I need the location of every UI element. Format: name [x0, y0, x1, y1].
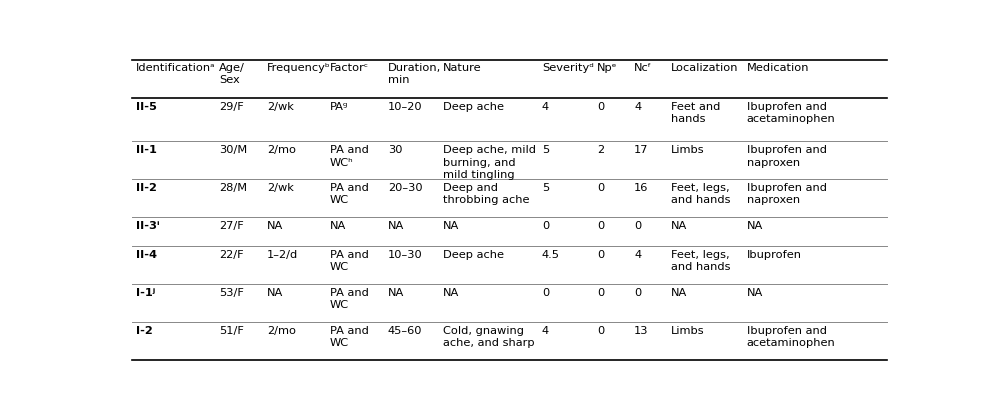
Text: NA: NA	[388, 288, 404, 298]
Text: 45–60: 45–60	[388, 326, 422, 336]
Text: II-2: II-2	[136, 183, 157, 193]
Text: NA: NA	[746, 221, 763, 231]
Text: II-4: II-4	[136, 250, 157, 260]
Text: Limbs: Limbs	[671, 145, 705, 155]
Text: 0: 0	[634, 288, 641, 298]
Text: Deep ache: Deep ache	[443, 102, 504, 112]
Text: II-3ⁱ: II-3ⁱ	[136, 221, 159, 231]
Text: Ibuprofen and
naproxen: Ibuprofen and naproxen	[746, 145, 827, 168]
Text: Deep ache, mild
burning, and
mild tingling: Deep ache, mild burning, and mild tingli…	[443, 145, 536, 180]
Text: 4.5: 4.5	[542, 250, 560, 260]
Text: Ibuprofen and
acetaminophen: Ibuprofen and acetaminophen	[746, 102, 835, 124]
Text: Ibuprofen and
naproxen: Ibuprofen and naproxen	[746, 183, 827, 206]
Text: 2/wk: 2/wk	[266, 102, 293, 112]
Text: I-1ʲ: I-1ʲ	[136, 288, 155, 298]
Text: Ncᶠ: Ncᶠ	[634, 63, 652, 73]
Text: NA: NA	[443, 221, 459, 231]
Text: 0: 0	[597, 250, 604, 260]
Text: Severityᵈ: Severityᵈ	[542, 63, 593, 73]
Text: Deep ache: Deep ache	[443, 250, 504, 260]
Text: NA: NA	[671, 288, 688, 298]
Text: 51/F: 51/F	[219, 326, 244, 336]
Text: 5: 5	[542, 183, 549, 193]
Text: Frequencyᵇ: Frequencyᵇ	[266, 63, 331, 73]
Text: PA and
WC: PA and WC	[330, 288, 369, 311]
Text: NA: NA	[671, 221, 688, 231]
Text: 16: 16	[634, 183, 649, 193]
Text: NA: NA	[746, 288, 763, 298]
Text: Ibuprofen and
acetaminophen: Ibuprofen and acetaminophen	[746, 326, 835, 348]
Text: Deep and
throbbing ache: Deep and throbbing ache	[443, 183, 530, 206]
Text: 5: 5	[542, 145, 549, 155]
Text: Medication: Medication	[746, 63, 809, 73]
Text: 29/F: 29/F	[219, 102, 244, 112]
Text: 2/wk: 2/wk	[266, 183, 293, 193]
Text: 1–2/d: 1–2/d	[266, 250, 298, 260]
Text: II-5: II-5	[136, 102, 157, 112]
Text: 0: 0	[597, 183, 604, 193]
Text: 27/F: 27/F	[219, 221, 244, 231]
Text: 30: 30	[388, 145, 403, 155]
Text: NA: NA	[266, 221, 283, 231]
Text: 2/mo: 2/mo	[266, 145, 296, 155]
Text: 4: 4	[634, 250, 641, 260]
Text: II-1: II-1	[136, 145, 157, 155]
Text: 28/M: 28/M	[219, 183, 248, 193]
Text: 10–20: 10–20	[388, 102, 422, 112]
Text: Duration,
min: Duration, min	[388, 63, 441, 85]
Text: 10–30: 10–30	[388, 250, 422, 260]
Text: NA: NA	[388, 221, 404, 231]
Text: 20–30: 20–30	[388, 183, 422, 193]
Text: 2/mo: 2/mo	[266, 326, 296, 336]
Text: 53/F: 53/F	[219, 288, 244, 298]
Text: Nature: Nature	[443, 63, 482, 73]
Text: PA and
WCʰ: PA and WCʰ	[330, 145, 369, 168]
Text: 4: 4	[542, 326, 549, 336]
Text: Factorᶜ: Factorᶜ	[330, 63, 369, 73]
Text: 0: 0	[597, 221, 604, 231]
Text: PA and
WC: PA and WC	[330, 326, 369, 348]
Text: 13: 13	[634, 326, 649, 336]
Text: 0: 0	[597, 102, 604, 112]
Text: 4: 4	[542, 102, 549, 112]
Text: Feet and
hands: Feet and hands	[671, 102, 721, 124]
Text: PA and
WC: PA and WC	[330, 250, 369, 273]
Text: Cold, gnawing
ache, and sharp: Cold, gnawing ache, and sharp	[443, 326, 535, 348]
Text: I-2: I-2	[136, 326, 152, 336]
Text: 30/M: 30/M	[219, 145, 248, 155]
Text: Localization: Localization	[671, 63, 739, 73]
Text: 0: 0	[542, 288, 549, 298]
Text: PA and
WC: PA and WC	[330, 183, 369, 206]
Text: PAᵍ: PAᵍ	[330, 102, 349, 112]
Text: Age/
Sex: Age/ Sex	[219, 63, 245, 85]
Text: 0: 0	[597, 288, 604, 298]
Text: 17: 17	[634, 145, 649, 155]
Text: Identificationᵃ: Identificationᵃ	[136, 63, 216, 73]
Text: NA: NA	[266, 288, 283, 298]
Text: 2: 2	[597, 145, 604, 155]
Text: Feet, legs,
and hands: Feet, legs, and hands	[671, 250, 731, 273]
Text: Limbs: Limbs	[671, 326, 705, 336]
Text: 0: 0	[597, 326, 604, 336]
Text: NA: NA	[330, 221, 346, 231]
Text: Feet, legs,
and hands: Feet, legs, and hands	[671, 183, 731, 206]
Text: 22/F: 22/F	[219, 250, 244, 260]
Text: NA: NA	[443, 288, 459, 298]
Text: 0: 0	[542, 221, 549, 231]
Text: 0: 0	[634, 221, 641, 231]
Text: 4: 4	[634, 102, 641, 112]
Text: Npᵉ: Npᵉ	[597, 63, 617, 73]
Text: Ibuprofen: Ibuprofen	[746, 250, 802, 260]
